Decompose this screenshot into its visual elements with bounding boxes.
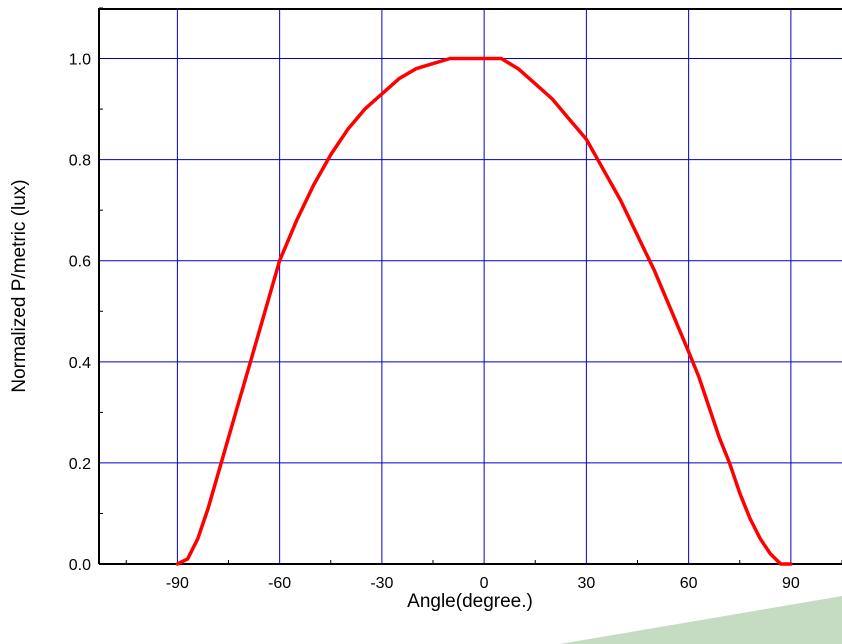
- y-tick-label-0: 0.0: [69, 557, 91, 574]
- minor-ticks-x: [125, 560, 842, 564]
- plot-area-background: [99, 8, 842, 564]
- x-tick-label-0: -90: [166, 575, 189, 592]
- y-tick-label-2: 0.4: [69, 355, 91, 372]
- y-tick-label-1: 0.2: [69, 456, 91, 473]
- decorative-green-shape: [560, 596, 842, 644]
- x-tick-labels: -90 -60 -30 0 30 60 90: [166, 575, 800, 592]
- minor-ticks-y: [99, 7, 103, 514]
- x-tick-label-6: 90: [782, 575, 800, 592]
- x-axis-title: Angle(degree.): [407, 591, 533, 612]
- y-tick-labels: 0.0 0.2 0.4 0.6 0.8 1.0: [69, 52, 91, 574]
- x-tick-label-4: 30: [577, 575, 595, 592]
- x-tick-label-3: 0: [480, 575, 489, 592]
- x-tick-label-2: -30: [370, 575, 393, 592]
- y-tick-label-5: 1.0: [69, 52, 91, 69]
- grid-lines-x: [176, 8, 792, 564]
- series-line: [175, 56, 793, 566]
- x-tick-label-1: -60: [268, 575, 291, 592]
- y-tick-label-3: 0.6: [69, 254, 91, 271]
- y-tick-label-4: 0.8: [69, 153, 91, 170]
- y-axis-title: Normalized P/metric (lux): [9, 179, 30, 392]
- x-tick-label-5: 60: [680, 575, 698, 592]
